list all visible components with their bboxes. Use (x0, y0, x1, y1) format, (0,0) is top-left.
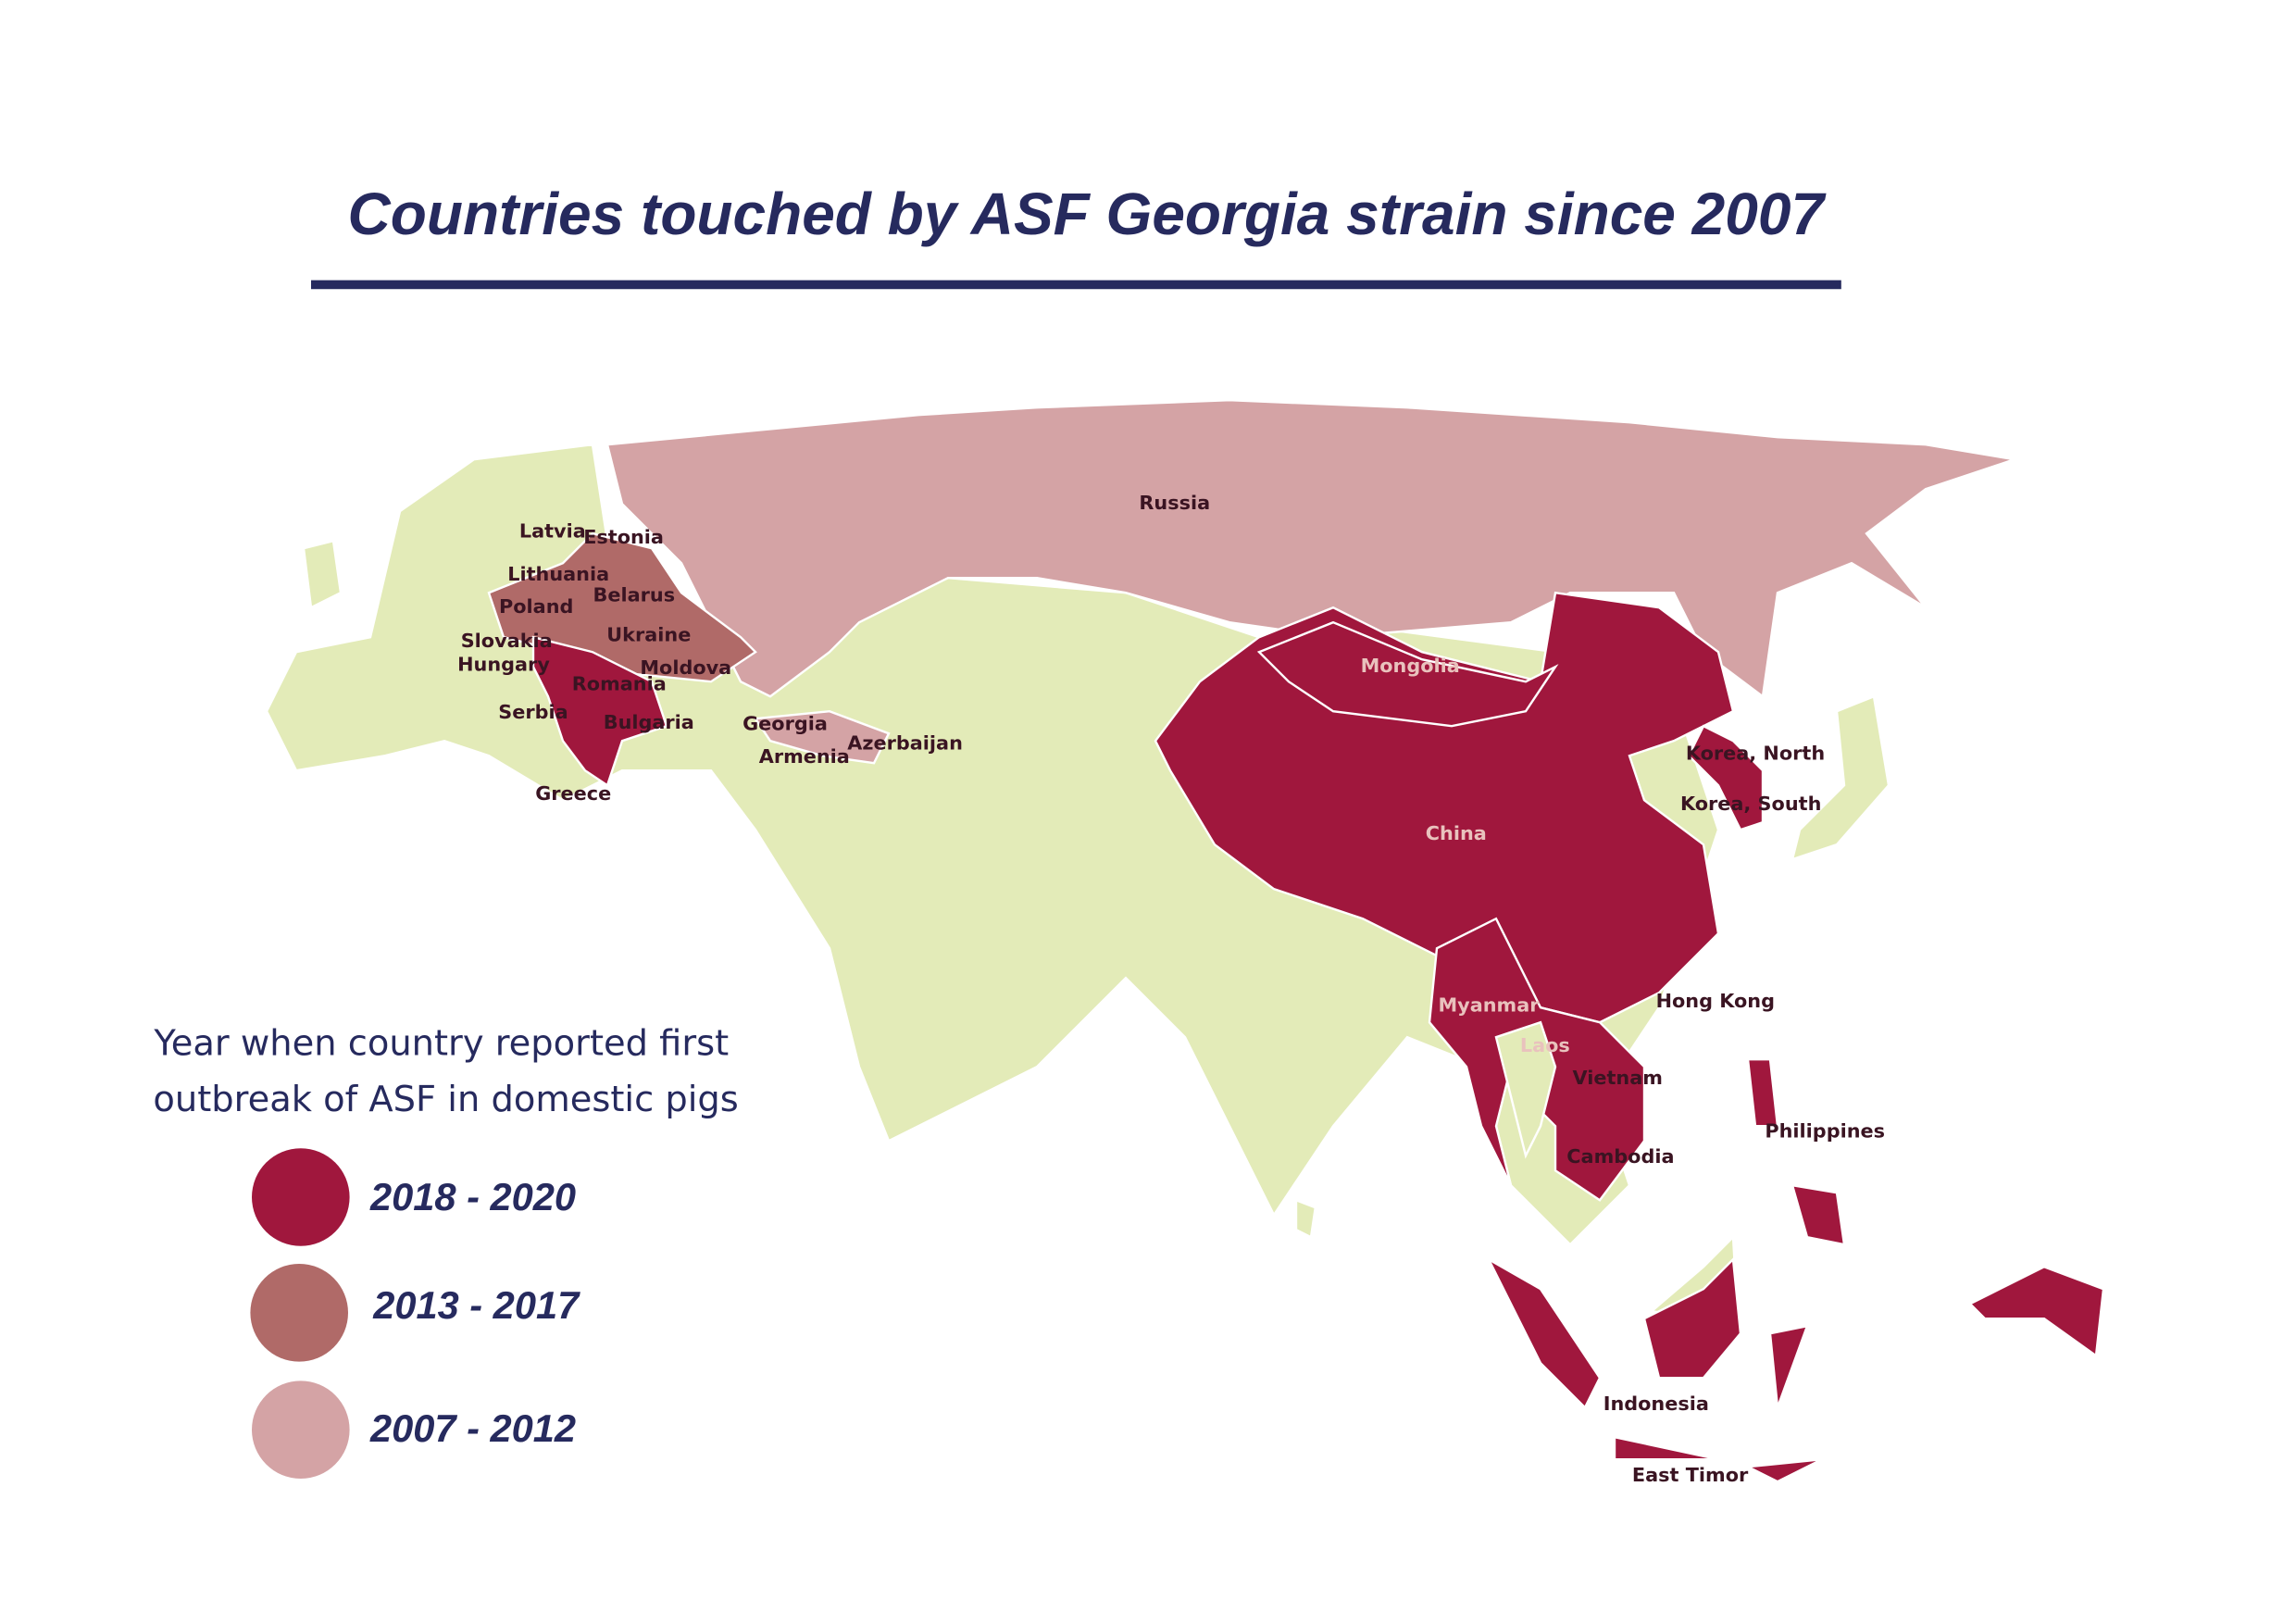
country-label: Greece (535, 782, 611, 805)
country-labels: Russia Latvia Estonia Lithuania Belarus … (457, 492, 1885, 1486)
country-label: Vietnam (1572, 1067, 1662, 1089)
country-label: Azerbaijan (847, 731, 963, 754)
timor-shape (1743, 1458, 1823, 1483)
country-label: Hong Kong (1656, 990, 1775, 1012)
country-label: Korea, South (1680, 793, 1821, 815)
country-label: Armenia (759, 745, 850, 768)
country-label: Latvia (519, 520, 586, 543)
legend-title: outbreak of ASF in domestic pigs (153, 1079, 738, 1120)
thailand-shape (1494, 1020, 1557, 1159)
country-label: Romania (572, 672, 667, 694)
country-label: Ukraine (606, 624, 691, 646)
borneo-shape (1642, 1256, 1742, 1380)
sulawesi-shape (1768, 1324, 1809, 1408)
country-label: Estonia (583, 526, 664, 548)
legend-label: 2018 - 2020 (369, 1175, 576, 1218)
country-label: Belarus (593, 583, 676, 606)
new-guinea-shape (1967, 1265, 2105, 1358)
caucasus-shape (753, 709, 891, 765)
mindanao-shape (1791, 1183, 1846, 1246)
legend-title: Year when country reported first (153, 1022, 729, 1064)
country-label: Georgia (742, 713, 828, 735)
title: Countries touched by ASF Georgia strain … (348, 181, 1828, 247)
country-label: Laos (1520, 1034, 1570, 1056)
country-label: Mongolia (1361, 655, 1460, 677)
russia-shape (605, 398, 2015, 699)
country-label: Poland (499, 595, 573, 618)
sumatra-shape (1486, 1256, 1602, 1410)
mongolia-shape (1256, 620, 1559, 728)
country-label: China (1426, 822, 1487, 844)
country-label: Moldova (640, 656, 731, 679)
china-shape (1154, 591, 1735, 1024)
country-label: Slovakia (461, 630, 553, 652)
legend-swatch (252, 1380, 350, 1479)
country-label: Myanmar (1438, 994, 1540, 1017)
legend-label: 2013 - 2017 (372, 1283, 580, 1327)
luzon-shape (1746, 1058, 1779, 1128)
country-label: Serbia (498, 701, 568, 723)
java-shape (1613, 1435, 1719, 1461)
legend: Year when country reported first outbrea… (153, 1022, 739, 1479)
britain (302, 539, 343, 610)
country-label: Indonesia (1603, 1393, 1709, 1415)
legend-swatch (250, 1264, 348, 1362)
country-label: East Timor (1632, 1464, 1749, 1486)
legend-swatch (252, 1148, 350, 1246)
sri-lanka (1294, 1198, 1317, 1240)
country-label: Cambodia (1566, 1145, 1674, 1168)
countries (487, 398, 2105, 1483)
balkans-shape (531, 635, 668, 788)
country-label: Hungary (457, 654, 550, 676)
country-label: Russia (1139, 492, 1210, 514)
japan (1791, 694, 1890, 862)
country-label: Philippines (1765, 1120, 1885, 1143)
korea-shape (1687, 724, 1765, 831)
country-label: Lithuania (507, 563, 609, 585)
country-label: Korea, North (1686, 743, 1825, 765)
country-label: Bulgaria (604, 711, 694, 733)
legend-label: 2007 - 2012 (369, 1406, 576, 1450)
